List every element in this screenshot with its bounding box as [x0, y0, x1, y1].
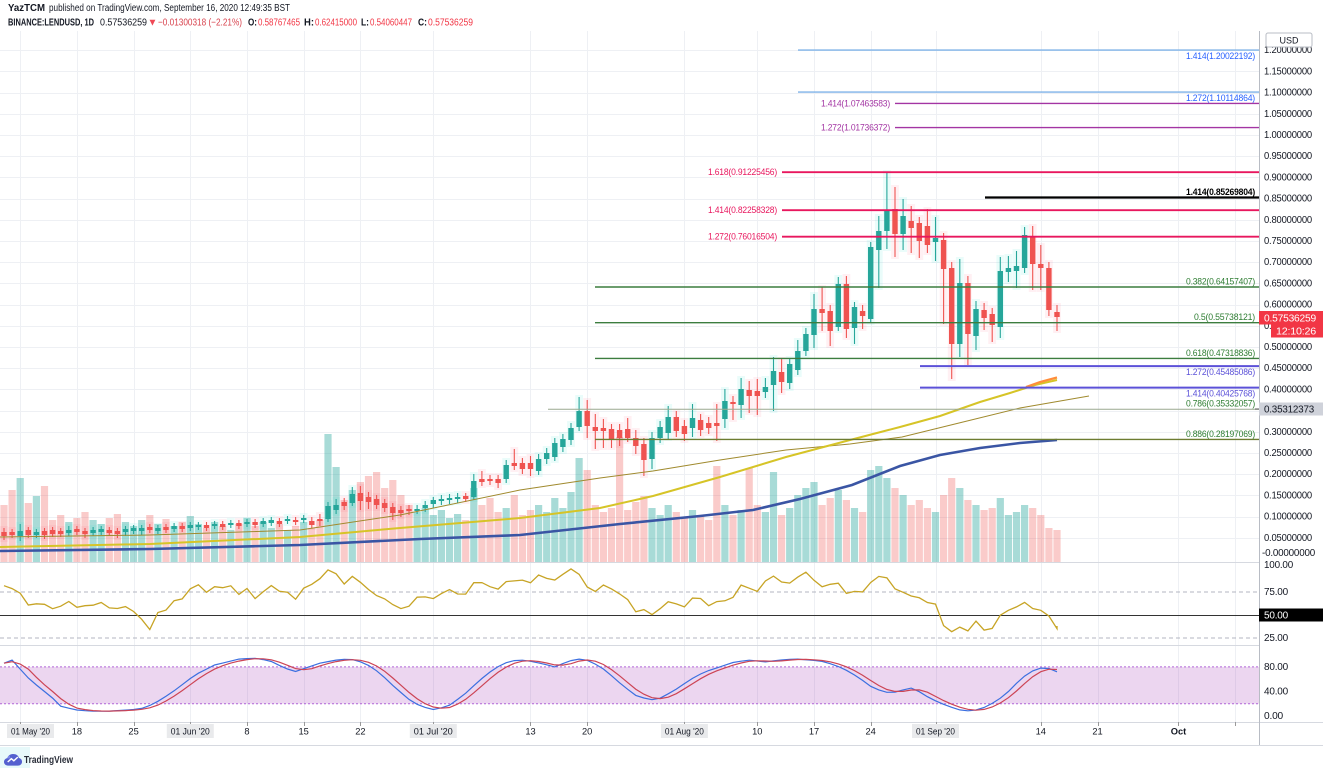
svg-text:15: 15 [299, 727, 309, 737]
svg-text:17: 17 [809, 727, 819, 737]
svg-text:1.20000000: 1.20000000 [1264, 45, 1313, 56]
svg-text:01 Jul '20: 01 Jul '20 [414, 727, 453, 737]
svg-text:H:: H: [304, 18, 314, 29]
svg-text:0.786(0.35332057): 0.786(0.35332057) [1186, 399, 1255, 409]
svg-text:0.62415000: 0.62415000 [315, 18, 357, 29]
svg-text:12:10:26: 12:10:26 [1276, 327, 1317, 338]
svg-text:published on TradingView.com,: published on TradingView.com, September … [49, 3, 290, 14]
svg-text:0.886(0.28197069): 0.886(0.28197069) [1186, 429, 1255, 439]
svg-text:0.60000000: 0.60000000 [1264, 300, 1313, 311]
svg-text:1.05000000: 1.05000000 [1264, 109, 1313, 120]
svg-text:14: 14 [1036, 727, 1046, 737]
svg-text:22: 22 [355, 727, 365, 737]
svg-text:50.00: 50.00 [1264, 611, 1289, 622]
svg-text:100.00: 100.00 [1264, 560, 1294, 571]
svg-text:0.50000000: 0.50000000 [1264, 342, 1313, 353]
svg-text:0.00: 0.00 [1264, 711, 1284, 722]
svg-text:01 May '20: 01 May '20 [11, 727, 50, 737]
svg-text:0.80000000: 0.80000000 [1264, 215, 1313, 226]
svg-text:01 Aug '20: 01 Aug '20 [665, 727, 704, 737]
svg-text:75.00: 75.00 [1264, 587, 1289, 598]
svg-text:Oct: Oct [1171, 727, 1187, 737]
svg-text:1.10000000: 1.10000000 [1264, 88, 1313, 99]
svg-text:0.90000000: 0.90000000 [1264, 172, 1313, 183]
svg-text:C:: C: [418, 18, 427, 29]
svg-text:0.45000000: 0.45000000 [1264, 363, 1313, 374]
svg-text:1.00000000: 1.00000000 [1264, 130, 1313, 141]
svg-text:0.58767465: 0.58767465 [258, 18, 300, 29]
svg-text:▼: ▼ [148, 18, 158, 29]
svg-text:01 Jun '20: 01 Jun '20 [171, 727, 210, 737]
svg-text:20: 20 [582, 727, 592, 737]
svg-text:1.414(1.07463583): 1.414(1.07463583) [821, 98, 890, 108]
svg-text:0.57536259: 0.57536259 [1264, 314, 1317, 325]
svg-text:21: 21 [1092, 727, 1102, 737]
svg-text:0.54060447: 0.54060447 [370, 18, 412, 29]
svg-text:0.25000000: 0.25000000 [1264, 448, 1313, 459]
svg-text:8: 8 [244, 727, 249, 737]
svg-text:24: 24 [866, 727, 876, 737]
svg-text:40.00: 40.00 [1264, 686, 1289, 697]
svg-text:01 Sep '20: 01 Sep '20 [916, 727, 955, 737]
svg-text:1.414(1.20022192): 1.414(1.20022192) [1186, 51, 1255, 61]
svg-text:1.414(0.82258328): 1.414(0.82258328) [708, 205, 777, 215]
svg-text:0.30000000: 0.30000000 [1264, 427, 1313, 438]
svg-text:0.20000000: 0.20000000 [1264, 469, 1313, 480]
svg-text:-0.00000000: -0.00000000 [1262, 548, 1316, 559]
svg-text:0.35312373: 0.35312373 [1264, 405, 1315, 416]
svg-text:1.272(0.45485086): 1.272(0.45485086) [1186, 367, 1255, 377]
svg-text:0.618(0.47318836): 0.618(0.47318836) [1186, 348, 1255, 358]
svg-text:1.272(1.01736372): 1.272(1.01736372) [821, 123, 890, 133]
svg-text:0.57536259: 0.57536259 [100, 18, 147, 29]
svg-text:25: 25 [128, 727, 138, 737]
svg-text:1.272(0.76016504): 1.272(0.76016504) [708, 232, 777, 242]
svg-text:L:: L: [361, 18, 369, 29]
svg-text:1.272(1.10114864): 1.272(1.10114864) [1186, 93, 1255, 103]
svg-text:0.85000000: 0.85000000 [1264, 194, 1313, 205]
svg-text:1.414(0.85269804): 1.414(0.85269804) [1186, 187, 1255, 197]
svg-text:0.75000000: 0.75000000 [1264, 236, 1313, 247]
svg-text:USD: USD [1279, 36, 1299, 46]
svg-text:YazTCM: YazTCM [8, 3, 45, 14]
svg-text:25.00: 25.00 [1264, 633, 1289, 644]
svg-text:80.00: 80.00 [1264, 662, 1289, 673]
svg-text:0.57536259: 0.57536259 [428, 18, 473, 29]
svg-text:TradingView: TradingView [24, 754, 74, 766]
svg-text:0.40000000: 0.40000000 [1264, 384, 1313, 395]
svg-text:0.70000000: 0.70000000 [1264, 257, 1313, 268]
svg-text:O:: O: [248, 18, 257, 29]
svg-text:18: 18 [72, 727, 82, 737]
svg-text:1.414(0.40425768): 1.414(0.40425768) [1186, 389, 1255, 399]
svg-text:−0.01300318 (−2.21%): −0.01300318 (−2.21%) [158, 18, 242, 29]
svg-text:1.15000000: 1.15000000 [1264, 66, 1313, 77]
svg-text:0.10000000: 0.10000000 [1264, 512, 1313, 523]
svg-text:0.65000000: 0.65000000 [1264, 278, 1313, 289]
svg-text:0.05000000: 0.05000000 [1264, 533, 1313, 544]
svg-text:10: 10 [752, 727, 762, 737]
svg-text:0.382(0.64157407): 0.382(0.64157407) [1186, 277, 1255, 287]
svg-text:BINANCE:LENDUSD, 1D: BINANCE:LENDUSD, 1D [8, 18, 94, 29]
svg-text:13: 13 [525, 727, 535, 737]
svg-text:0.95000000: 0.95000000 [1264, 151, 1313, 162]
svg-text:0.5(0.55738121): 0.5(0.55738121) [1194, 312, 1255, 322]
svg-text:0.15000000: 0.15000000 [1264, 490, 1313, 501]
svg-text:1.618(0.91225456): 1.618(0.91225456) [708, 167, 777, 177]
